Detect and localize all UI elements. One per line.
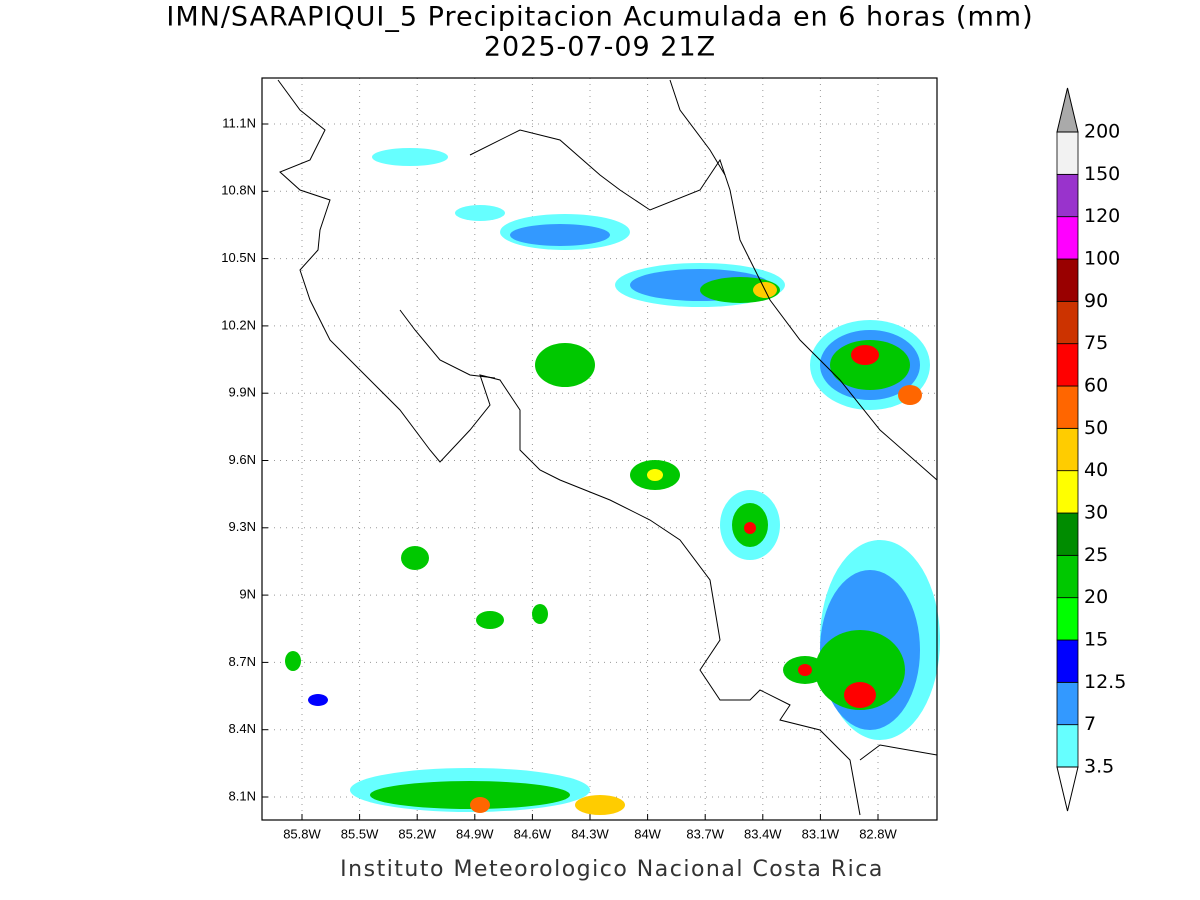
lon-label: 82.8W <box>859 826 897 841</box>
colorbar-label: 7 <box>1084 713 1096 735</box>
grid: 11.1N 10.8N 10.5N 10.2N 9.9N 9.6N 9.3N 9N 8.7N 8.… <box>221 78 937 841</box>
lon-label: 84W <box>634 826 661 841</box>
colorbar-label: 90 <box>1084 290 1108 312</box>
colorbar-label: 75 <box>1084 332 1108 354</box>
colorbar-segment <box>1056 173 1079 218</box>
lon-label: 83.7W <box>686 826 724 841</box>
colorbar-segment <box>1056 597 1079 641</box>
colorbar-segment <box>1056 258 1079 302</box>
lon-label: 85.8W <box>283 826 321 841</box>
colorbar-label: 40 <box>1084 459 1108 481</box>
colorbar-label: 20 <box>1084 586 1108 608</box>
lon-label: 85.5W <box>341 826 379 841</box>
colorbar-under <box>1056 766 1079 812</box>
lat-label: 8.1N <box>229 788 256 803</box>
lat-label: 11.1N <box>222 115 256 130</box>
colorbar-segment <box>1056 554 1079 599</box>
colorbar: 3.5 7 12.5 15 20 25 30 40 50 60 75 90 100 120 150 200 <box>1056 87 1126 812</box>
colorbar-over <box>1056 87 1079 133</box>
colorbar-segment <box>1056 385 1079 429</box>
colorbar-segment <box>1056 470 1079 514</box>
coastline <box>277 79 938 816</box>
colorbar-segment <box>1056 639 1079 683</box>
lon-label: 84.9W <box>456 826 494 841</box>
lat-label: 10.8N <box>221 183 256 198</box>
lon-label: 85.2W <box>398 826 436 841</box>
footer: Instituto Meteorologico Nacional Costa R… <box>340 857 884 882</box>
lat-label: 9N <box>239 587 256 602</box>
colorbar-label: 60 <box>1084 375 1108 397</box>
colorbar-label: 100 <box>1084 248 1120 270</box>
colorbar-segment <box>1056 216 1079 260</box>
colorbar-segment <box>1056 512 1079 556</box>
lat-label: 9.6N <box>229 452 256 467</box>
colorbar-segment <box>1056 427 1079 472</box>
colorbar-label: 15 <box>1084 629 1108 651</box>
lat-label: 9.3N <box>229 519 256 534</box>
lon-label: 84.3W <box>571 826 609 841</box>
map-frame <box>261 77 938 821</box>
colorbar-label: 200 <box>1084 121 1120 143</box>
lon-label: 83.4W <box>744 826 782 841</box>
colorbar-label: 3.5 <box>1084 756 1114 778</box>
colorbar-segment <box>1056 681 1079 726</box>
lat-label: 10.5N <box>221 250 256 265</box>
lat-label: 10.2N <box>221 317 256 332</box>
title: IMN/SARAPIQUI_5 Precipitacion Acumulada … <box>166 2 1033 33</box>
lat-label: 8.7N <box>229 654 256 669</box>
colorbar-label: 50 <box>1084 417 1108 439</box>
precipitation <box>285 148 940 815</box>
lat-label: 8.4N <box>229 721 256 736</box>
lon-label: 84.6W <box>514 826 552 841</box>
lat-label: 9.9N <box>229 385 256 400</box>
colorbar-label: 12.5 <box>1084 671 1126 693</box>
subtitle: 2025-07-09 21Z <box>484 32 716 63</box>
colorbar-label: 30 <box>1084 502 1108 524</box>
colorbar-label: 120 <box>1084 205 1120 227</box>
colorbar-segment <box>1056 343 1079 387</box>
colorbar-segment <box>1056 131 1079 175</box>
colorbar-segment <box>1056 724 1079 768</box>
colorbar-label: 25 <box>1084 544 1108 566</box>
colorbar-segment <box>1056 300 1079 345</box>
lon-label: 83.1W <box>802 826 840 841</box>
colorbar-label: 150 <box>1084 163 1120 185</box>
